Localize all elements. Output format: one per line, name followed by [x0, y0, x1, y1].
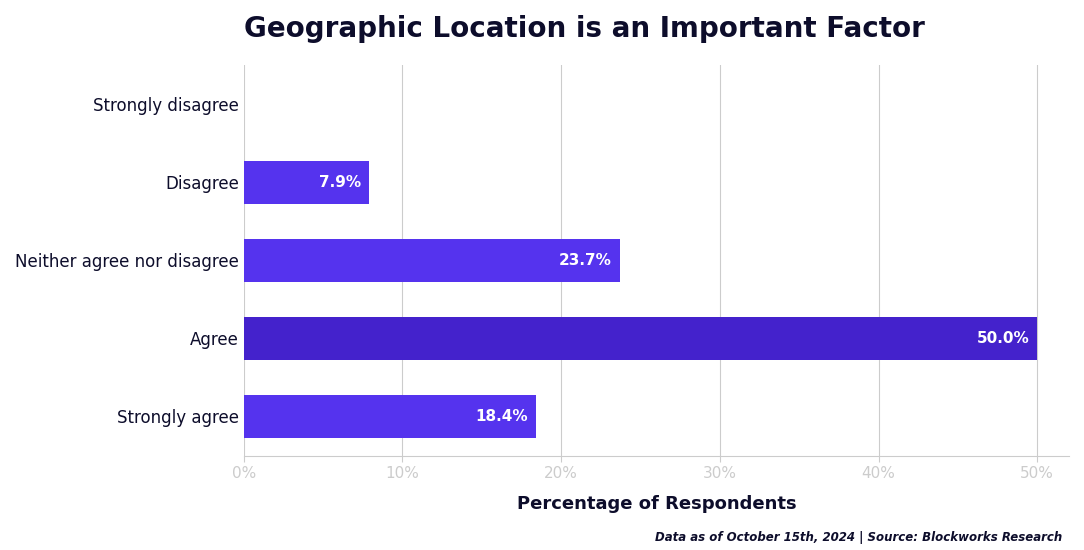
- Bar: [244, 161, 370, 204]
- Text: 18.4%: 18.4%: [475, 409, 528, 424]
- X-axis label: Percentage of Respondents: Percentage of Respondents: [517, 495, 796, 513]
- Bar: [244, 239, 620, 282]
- Text: 7.9%: 7.9%: [319, 175, 361, 190]
- Text: Geographic Location is an Important Factor: Geographic Location is an Important Fact…: [244, 15, 925, 43]
- Text: 23.7%: 23.7%: [559, 253, 612, 268]
- Text: 50.0%: 50.0%: [977, 331, 1030, 346]
- Text: Data as of October 15th, 2024 | Source: Blockworks Research: Data as of October 15th, 2024 | Source: …: [655, 531, 1062, 544]
- Bar: [244, 317, 1037, 360]
- Bar: [244, 395, 535, 438]
